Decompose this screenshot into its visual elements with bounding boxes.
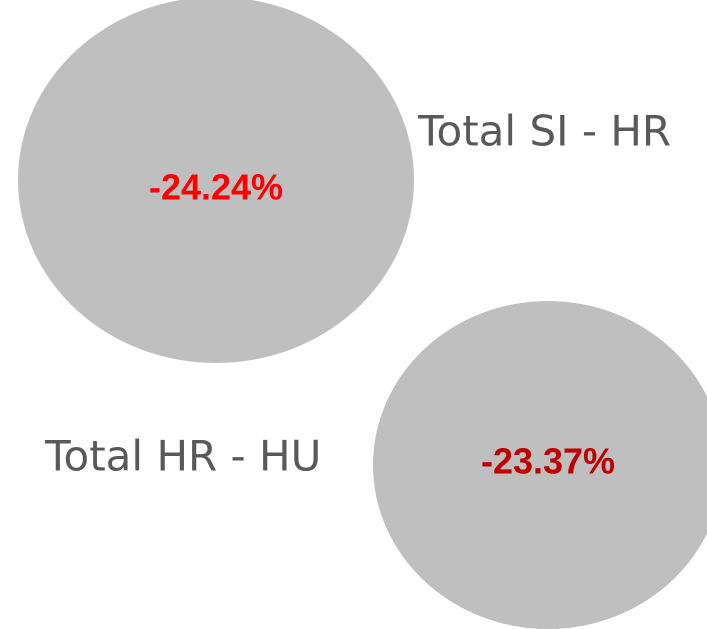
percent-value: -24.24% <box>149 167 283 208</box>
item-label: Total HR - HU <box>44 432 321 481</box>
circle <box>18 0 414 363</box>
circle <box>373 301 707 629</box>
percent-value: -23.37% <box>481 441 615 482</box>
item-label: Total SI - HR <box>417 107 671 156</box>
